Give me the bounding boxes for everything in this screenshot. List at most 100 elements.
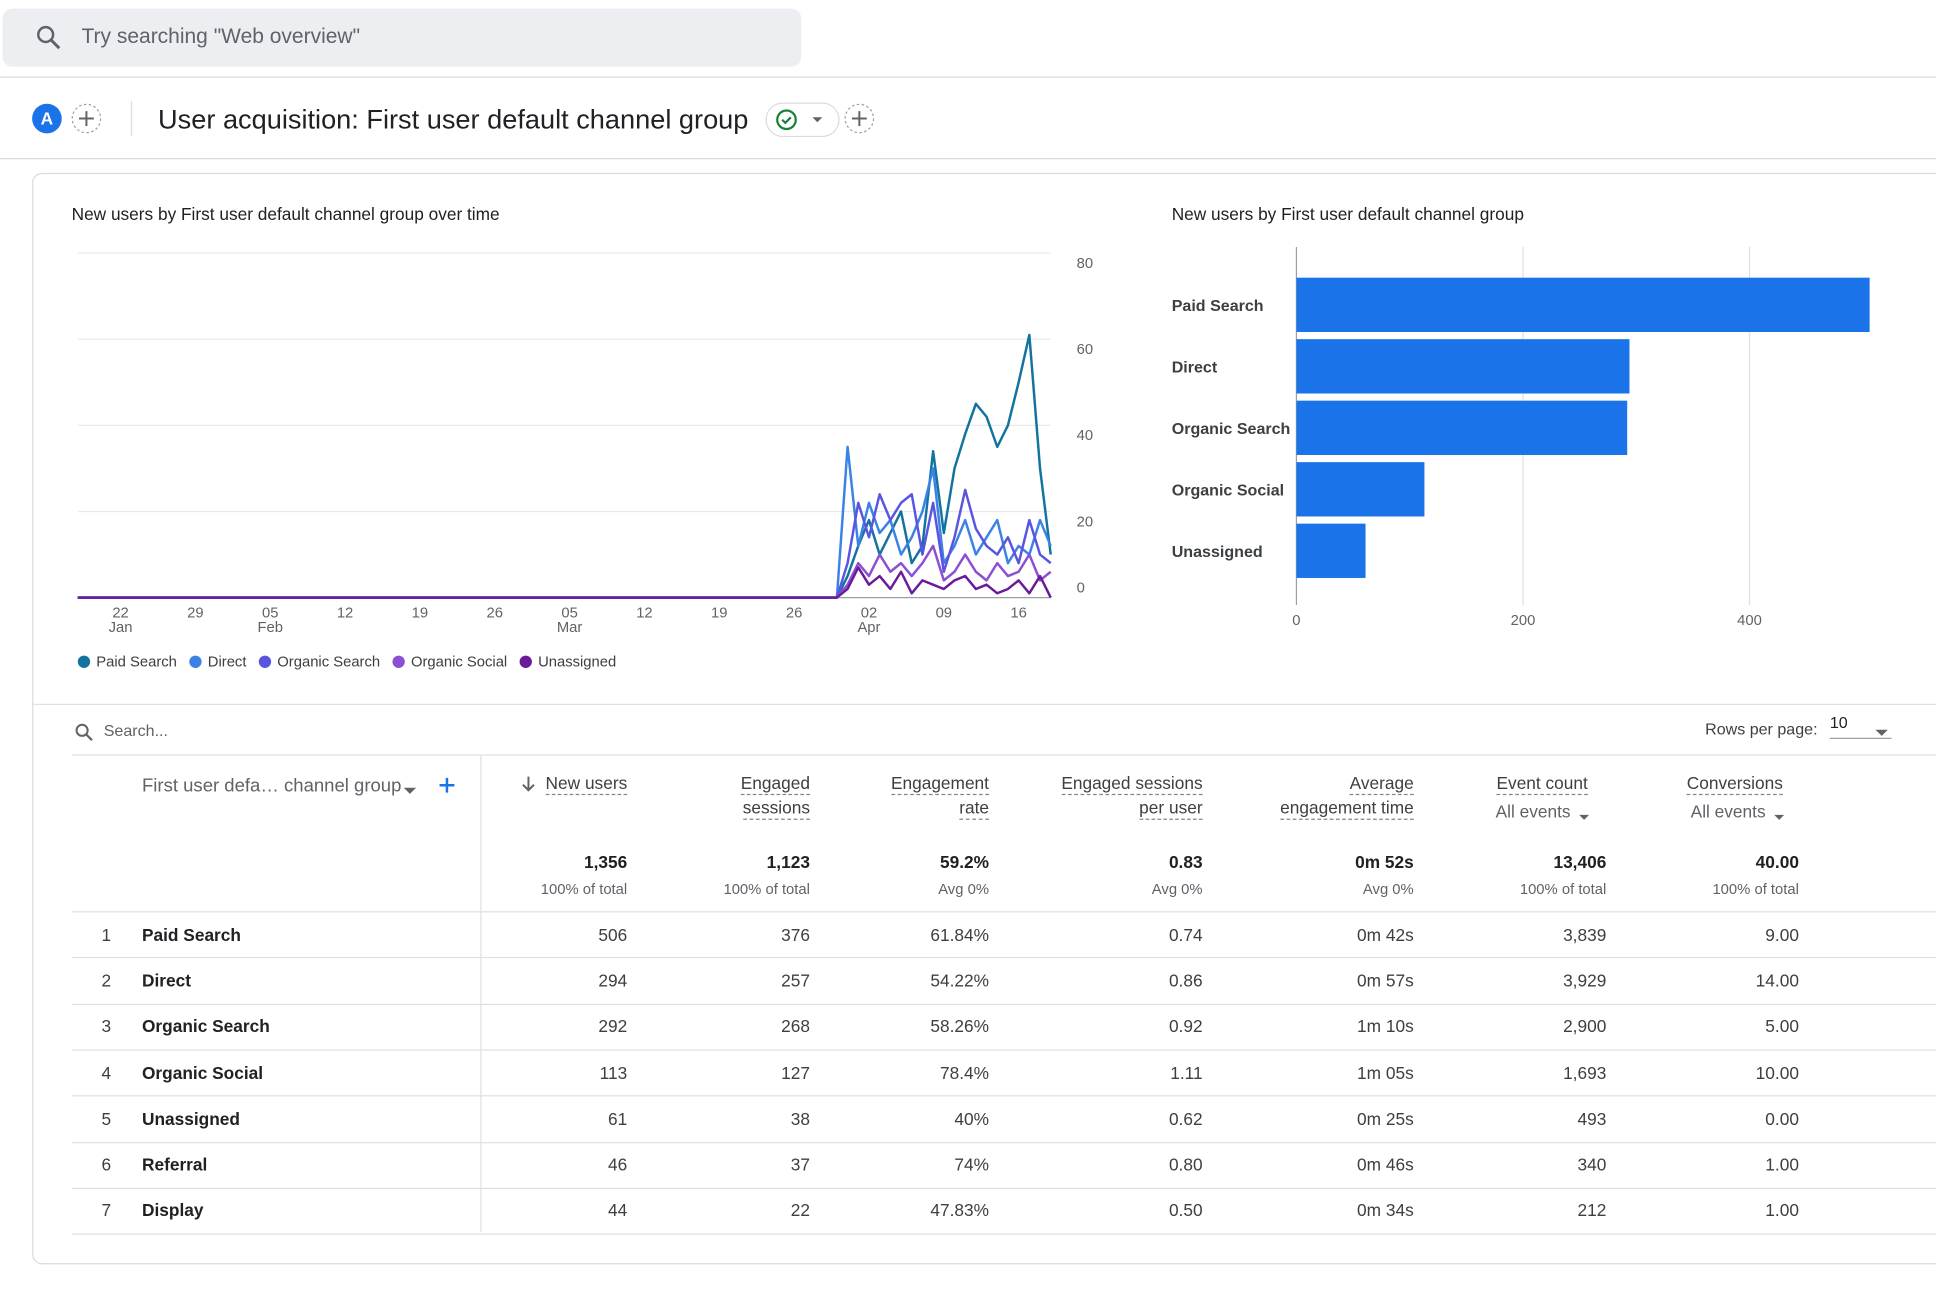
row-metric: 0.92 [1168, 1016, 1203, 1037]
total-note: Avg 0% [938, 880, 989, 898]
column-header-line[interactable]: New users [545, 773, 628, 796]
row-metric: 493 [1577, 1108, 1607, 1129]
row-metric: 14.00 [1755, 970, 1799, 991]
column-header-line[interactable]: Event count [1496, 773, 1588, 796]
row-metric: 40% [954, 1108, 989, 1129]
total-value: 1,356 [583, 851, 628, 872]
row-metric: 0m 42s [1357, 924, 1414, 945]
x-tick-label: 19 [412, 605, 428, 621]
add-button[interactable] [843, 102, 875, 134]
row-divider [71, 957, 1936, 959]
row-metric: 44 [607, 1200, 628, 1221]
row-metric: 0.80 [1168, 1154, 1203, 1175]
total-value: 1,123 [766, 851, 810, 872]
total-value: 59.2% [939, 851, 989, 872]
column-header: Average [1349, 773, 1414, 796]
row-metric: 1m 10s [1357, 1016, 1414, 1037]
total-note: 100% of total [540, 880, 628, 898]
y-tick-label: 40 [1077, 428, 1093, 444]
divider [0, 76, 1936, 78]
legend-label: Unassigned [538, 655, 616, 671]
row-dimension: Unassigned [141, 1108, 240, 1129]
row-index: 4 [101, 1062, 112, 1083]
column-header-line[interactable]: per user [1139, 798, 1203, 820]
column-header: Conversions [1686, 773, 1783, 796]
column-header-line[interactable]: sessions [742, 798, 810, 820]
search-box[interactable]: Try searching "Web overview" [2, 8, 802, 67]
row-divider [71, 1095, 1936, 1097]
row-index: 5 [101, 1108, 112, 1129]
x-tick-label: 05 [262, 605, 278, 621]
category-label: Organic Search [1172, 420, 1291, 438]
row-divider [71, 911, 1936, 913]
row-metric: 340 [1577, 1154, 1607, 1175]
legend-label: Organic Social [411, 655, 507, 671]
column-header-line[interactable]: Average [1349, 773, 1414, 796]
table-search[interactable]: Search... [103, 721, 168, 740]
row-metric: 1m 05s [1357, 1062, 1414, 1083]
column-header-line[interactable]: Engaged sessions [1061, 773, 1203, 796]
add-dimension[interactable] [438, 777, 455, 794]
column-header: Engaged [740, 773, 810, 796]
legend-marker [519, 655, 532, 668]
row-metric: 61.84% [930, 924, 989, 945]
x-tick-label: 26 [786, 605, 802, 621]
row-metric: 0.62 [1168, 1108, 1203, 1129]
row-index: 6 [101, 1154, 112, 1175]
charts: New users by First user default channel … [72, 204, 1870, 671]
total-value: 13,406 [1553, 851, 1607, 872]
y-tick-label: 0 [1077, 581, 1085, 597]
category-label: Direct [1172, 359, 1218, 377]
category-label: Organic Social [1172, 481, 1284, 499]
row-dimension: Display [141, 1200, 204, 1221]
column-divider [480, 754, 482, 1233]
row-metric: 74% [954, 1154, 989, 1175]
row-metric: 1.11 [1170, 1062, 1203, 1083]
line-series [77, 566, 1052, 599]
y-tick-label: 80 [1077, 256, 1093, 272]
x-tick-label: 12 [337, 605, 353, 621]
column-header-line[interactable]: Conversions [1686, 773, 1783, 796]
x-tick-label: 22 [112, 605, 128, 621]
avatar[interactable]: A [32, 103, 62, 134]
row-divider [71, 1049, 1936, 1051]
row-metric: 9.00 [1765, 924, 1799, 945]
column-header-line[interactable]: Engagement [890, 773, 989, 796]
column-subheader[interactable]: All events [1495, 801, 1571, 822]
x-tick-label: 02 [861, 605, 877, 621]
row-metric: 38 [790, 1108, 810, 1129]
column-header-line[interactable]: rate [959, 798, 989, 820]
x-tick-label: Jan [109, 620, 133, 636]
dropdown-caret[interactable] [1773, 806, 1785, 820]
x-tick-label: Mar [557, 620, 583, 636]
row-divider [71, 1187, 1936, 1189]
row-metric: 294 [598, 970, 628, 991]
dropdown-caret[interactable] [1578, 806, 1590, 820]
column-header-line[interactable]: Engaged [740, 773, 810, 796]
column-header: rate [959, 798, 989, 820]
column-subheader[interactable]: All events [1690, 801, 1766, 822]
page-title: User acquisition: First user default cha… [158, 103, 749, 135]
dimension-header[interactable]: First user defa… channel group [141, 775, 402, 797]
add-comparison[interactable] [70, 102, 102, 134]
status-pill[interactable] [765, 102, 840, 138]
bar [1296, 277, 1870, 333]
row-metric: 0m 25s [1357, 1108, 1414, 1129]
row-metric: 1,693 [1563, 1062, 1607, 1083]
x-tick-label: 26 [487, 605, 503, 621]
column-header-line[interactable]: engagement time [1280, 798, 1414, 820]
chart-title: New users by First user default channel … [1172, 204, 1524, 224]
column-header: New users [545, 773, 628, 796]
row-index: 2 [101, 970, 112, 991]
dimension-caret[interactable] [403, 780, 418, 794]
row-metric: 1.00 [1765, 1154, 1799, 1175]
x-tick-label: 400 [1737, 613, 1762, 629]
category-label: Paid Search [1172, 297, 1264, 315]
row-metric: 0m 57s [1357, 970, 1414, 991]
bar [1296, 462, 1425, 517]
rows-per-page-select[interactable]: 10 [1829, 713, 1892, 739]
row-metric: 0.74 [1168, 924, 1203, 945]
y-tick-label: 60 [1077, 342, 1093, 358]
